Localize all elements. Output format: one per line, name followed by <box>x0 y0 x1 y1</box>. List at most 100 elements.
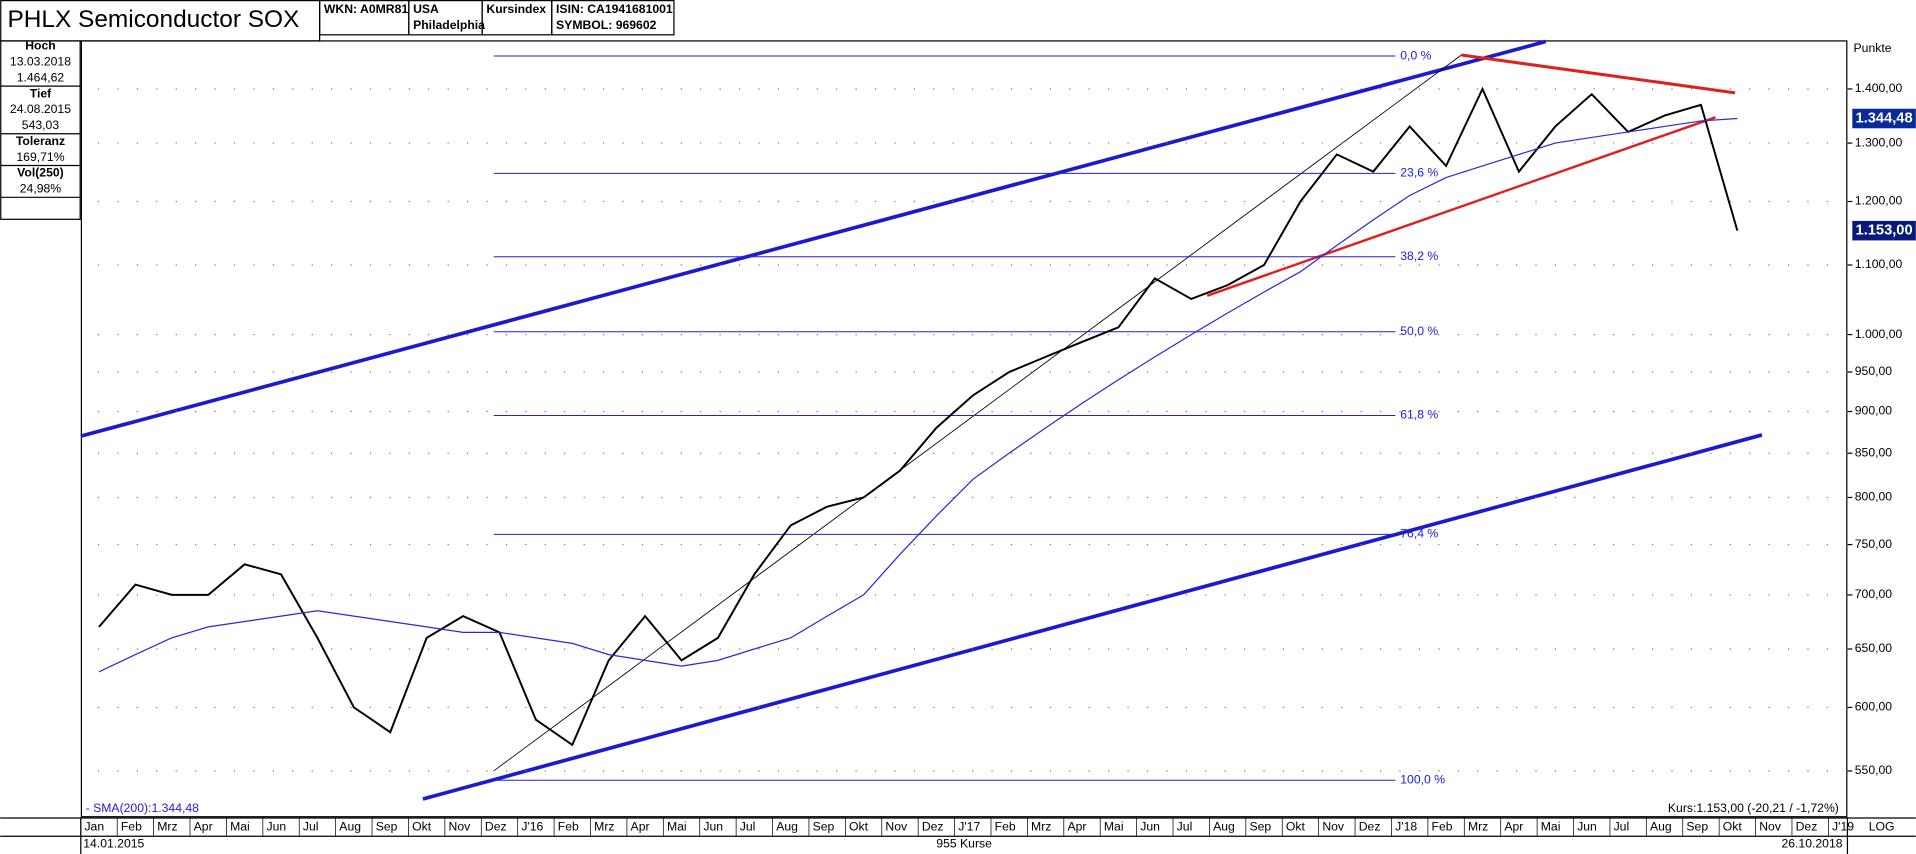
x-tick-label: Jun <box>1577 819 1597 833</box>
x-tick-label: Okt <box>1723 819 1743 833</box>
x-tick-label: Jun <box>1140 819 1160 833</box>
x-tick-label: Nov <box>885 819 908 833</box>
x-tick-label: Nov <box>449 819 472 833</box>
channel-lower <box>422 433 1763 801</box>
info-label: Tief <box>30 86 52 100</box>
x-tick-label: Feb <box>995 819 1016 833</box>
y-tick-label: 1.000,00 <box>1855 327 1903 341</box>
info-value: 1.464,62 <box>17 70 65 84</box>
info-value: 24,98% <box>20 182 62 196</box>
start-date: 14.01.2015 <box>83 836 144 850</box>
y-tick-label: 700,00 <box>1855 587 1893 601</box>
fib-label: 50,0 % <box>1400 324 1438 338</box>
trendlines <box>80 39 1763 801</box>
x-tick-label: Apr <box>1067 819 1086 833</box>
x-tick-label: Jun <box>703 819 723 833</box>
x-tick-label: J'18 <box>1395 819 1417 833</box>
x-tick-label: Nov <box>1759 819 1782 833</box>
series-line <box>98 86 1739 747</box>
plot-frame <box>80 40 1848 818</box>
x-tick-label: Mrz <box>1031 819 1051 833</box>
fib-label: 0,0 % <box>1400 48 1431 62</box>
x-tick-label: Jul <box>1177 819 1193 833</box>
y-tick-label: 850,00 <box>1855 445 1893 459</box>
y-tick-label: 1.100,00 <box>1855 257 1903 271</box>
x-tick-label: Sep <box>1250 819 1272 833</box>
x-tick-label: Nov <box>1322 819 1345 833</box>
y-tick-label: 650,00 <box>1855 641 1893 655</box>
y-tick-label: 950,00 <box>1855 364 1893 378</box>
x-tick-label: Apr <box>1504 819 1523 833</box>
country: USA <box>413 2 439 16</box>
y-axis-label: Punkte <box>1854 41 1892 55</box>
info-value: 169,71% <box>16 150 64 164</box>
fib-label: 23,6 % <box>1400 166 1438 180</box>
y-tick-label: 550,00 <box>1855 763 1893 777</box>
kurs-label: Kurs:1.153,00 (-20,21 / -1,72%) <box>1668 801 1839 815</box>
x-tick-label: Okt <box>849 819 869 833</box>
y-tick-label: 600,00 <box>1855 700 1893 714</box>
x-tick-label: Mrz <box>157 819 177 833</box>
y-tick-label: 750,00 <box>1855 537 1893 551</box>
x-tick-label: Feb <box>121 819 142 833</box>
y-tick-label: 1.200,00 <box>1855 194 1903 208</box>
channel-upper <box>80 39 1547 438</box>
info-label: Toleranz <box>16 134 65 148</box>
x-tick-label: Feb <box>1432 819 1453 833</box>
kind: Kursindex <box>486 2 546 16</box>
symbol: SYMBOL: 969602 <box>556 18 657 32</box>
last-value-label: 1.153,00 <box>1856 223 1913 239</box>
x-tick-label: Jul <box>303 819 319 833</box>
info-label: Vol(250) <box>17 166 64 180</box>
count-label: 955 Kurse <box>936 836 992 850</box>
city: Philadelphia <box>413 18 485 32</box>
last-value-box <box>1852 220 1916 241</box>
y-tick-label: 1.400,00 <box>1855 81 1903 95</box>
info-value: 24.08.2015 <box>10 102 71 116</box>
x-tick-label: Apr <box>631 819 650 833</box>
x-tick-label: Mai <box>1541 819 1561 833</box>
x-tick-label: Mrz <box>594 819 614 833</box>
x-tick-label: Jun <box>266 819 286 833</box>
x-tick-label: Jul <box>1614 819 1630 833</box>
x-tick-label: Dez <box>485 819 507 833</box>
y-tick-label: 800,00 <box>1855 490 1893 504</box>
scale-label: LOG <box>1869 819 1895 833</box>
x-tick-label: Apr <box>194 819 213 833</box>
x-tick-label: Mai <box>667 819 687 833</box>
resistance-line <box>1461 53 1736 95</box>
info-label: Hoch <box>25 39 56 53</box>
end-date: 26.10.2018 <box>1781 836 1842 850</box>
y-tick-label: 900,00 <box>1855 404 1893 418</box>
x-tick-label: Feb <box>558 819 579 833</box>
x-tick-label: Sep <box>376 819 398 833</box>
x-tick-label: Dez <box>1359 819 1381 833</box>
x-tick-label: J'17 <box>958 819 980 833</box>
x-tick-label: J'19 <box>1832 819 1854 833</box>
x-tick-label: Dez <box>1796 819 1818 833</box>
fib-label: 100,0 % <box>1400 772 1445 786</box>
last-value-label: 1.344,48 <box>1856 110 1913 126</box>
series-line <box>98 117 1738 673</box>
fib-label: 76,4 % <box>1400 527 1438 541</box>
x-tick-label: Aug <box>776 819 798 833</box>
support-line <box>1206 116 1716 297</box>
x-tick-label: Aug <box>339 819 361 833</box>
sma-label: - SMA(200):1.344,48 <box>86 801 199 815</box>
x-tick-label: Mai <box>1104 819 1124 833</box>
fib-label: 38,2 % <box>1400 249 1438 263</box>
x-tick-label: Sep <box>1686 819 1708 833</box>
fib-diagonal <box>493 54 1462 772</box>
isin-box <box>551 0 675 36</box>
x-tick-label: Mai <box>230 819 250 833</box>
x-tick-label: Jul <box>740 819 756 833</box>
wkn: WKN: A0MR81 <box>324 2 409 16</box>
x-tick-label: Okt <box>1286 819 1306 833</box>
x-tick-label: Aug <box>1650 819 1672 833</box>
x-tick-label: J'16 <box>521 819 543 833</box>
fib-label: 61,8 % <box>1400 408 1438 422</box>
x-tick-label: Dez <box>922 819 944 833</box>
x-tick-label: Aug <box>1213 819 1235 833</box>
